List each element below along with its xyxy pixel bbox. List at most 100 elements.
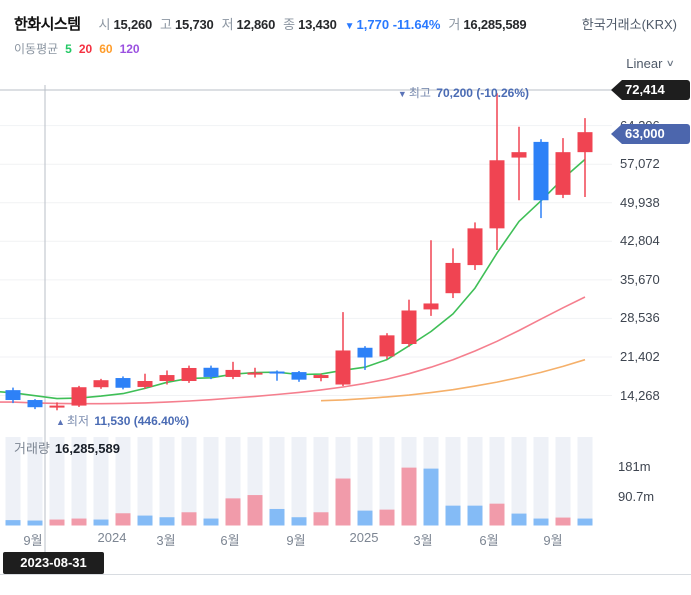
volume-stripe (269, 437, 285, 526)
high-annotation: ▼ 최고 70,200 (-10.26%) (397, 86, 529, 100)
volume-bar[interactable] (27, 520, 43, 526)
volume-label: 거래량 (14, 441, 50, 456)
volume-bar[interactable] (49, 519, 65, 526)
candle-body[interactable] (511, 152, 527, 158)
volume-stripe (555, 437, 571, 526)
candle-body[interactable] (445, 262, 461, 294)
volume-stripe (357, 437, 373, 526)
volume-stripe (489, 437, 505, 526)
volume-bar[interactable] (137, 515, 153, 526)
candle-body[interactable] (93, 380, 109, 388)
candle-body[interactable] (401, 310, 417, 344)
ma20-legend: 20 (78, 42, 93, 56)
ma-legend-label: 이동평균 (14, 42, 59, 56)
header: 한화시스템 시 15,260 고 15,730 저 12,860 종 13,430 ▼ 1… (14, 13, 527, 34)
volume-stripe (137, 437, 153, 526)
open-field: 시 15,260 (98, 17, 153, 32)
volume-stripe (577, 437, 593, 526)
volume-bar[interactable] (115, 513, 131, 526)
candle-body[interactable] (49, 405, 65, 408)
stock-title: 한화시스템 (14, 16, 81, 33)
ma-legend: 이동평균 5 20 60 120 (14, 40, 140, 57)
candle-body[interactable] (137, 381, 153, 387)
volume-field: 거 16,285,589 (448, 17, 527, 32)
crosshair-date-badge: 2023-08-31 (3, 552, 104, 574)
scale-selector[interactable]: Linear ∨ (626, 56, 676, 71)
ma20-line (0, 296, 586, 405)
candle-body[interactable] (159, 375, 175, 382)
volume-stripe (5, 437, 21, 526)
volume-bar[interactable] (577, 518, 593, 526)
volume-bar[interactable] (247, 495, 263, 526)
candle-body[interactable] (115, 378, 131, 388)
volume-bar[interactable] (291, 517, 307, 526)
volume-bar[interactable] (159, 517, 175, 526)
volume-stripe (27, 437, 43, 526)
low-marker-arrow-icon: ▲ (56, 417, 65, 427)
volume-header: 거래량 16,285,589 (14, 438, 120, 457)
candle-body[interactable] (379, 335, 395, 357)
down-arrow-icon: ▼ (344, 21, 355, 32)
volume-bar[interactable] (269, 508, 285, 526)
volume-bar[interactable] (181, 512, 197, 526)
volume-bar[interactable] (313, 512, 329, 526)
candle-body[interactable] (27, 400, 43, 408)
candle-body[interactable] (577, 132, 593, 153)
candle-body[interactable] (489, 160, 505, 229)
high-marker-arrow-icon: ▼ (397, 89, 407, 99)
volume-bar[interactable] (357, 510, 373, 526)
volume-bar[interactable] (335, 478, 351, 526)
low-annotation-value: 11,530 (446.40%) (94, 414, 190, 428)
chevron-down-icon: ∨ (666, 58, 676, 68)
exchange-label: 한국거래소(KRX) (581, 17, 677, 32)
volume-bar[interactable] (225, 498, 241, 526)
candle-body[interactable] (313, 375, 329, 379)
volume-stripe (533, 437, 549, 526)
candle-body[interactable] (555, 152, 571, 195)
candle-body[interactable] (335, 350, 351, 385)
volume-bar[interactable] (511, 513, 527, 526)
volume-stripe (445, 437, 461, 526)
volume-stripe (291, 437, 307, 526)
high-annotation-value: 70,200 (-10.26%) (436, 86, 529, 100)
candle-body[interactable] (203, 367, 219, 377)
volume-bar[interactable] (489, 503, 505, 526)
volume-bar[interactable] (379, 509, 395, 526)
volume-bar[interactable] (533, 518, 549, 526)
volume-bar[interactable] (423, 468, 439, 526)
volume-stripe (159, 437, 175, 526)
volume-bar[interactable] (401, 467, 417, 526)
candle-body[interactable] (467, 228, 483, 266)
crosshair-price-badge: 72,414 (611, 80, 690, 100)
volume-bar[interactable] (555, 517, 571, 526)
candle-body[interactable] (291, 372, 307, 380)
ma5-line (0, 158, 586, 400)
candle-body[interactable] (5, 390, 21, 401)
volume-stripe (93, 437, 109, 526)
volume-bar[interactable] (5, 520, 21, 526)
ma60-line (320, 358, 586, 402)
volume-bar[interactable] (445, 505, 461, 526)
candle-body[interactable] (357, 347, 373, 358)
volume-bar[interactable] (467, 505, 483, 526)
candle-body[interactable] (181, 367, 197, 382)
candle-body[interactable] (269, 371, 285, 374)
candle-body[interactable] (247, 372, 263, 375)
ma120-legend: 120 (119, 42, 140, 56)
candle-body[interactable] (533, 141, 549, 201)
volume-stripe (49, 437, 65, 526)
scale-selector-label: Linear (626, 56, 663, 71)
volume-bar[interactable] (93, 519, 109, 526)
low-field: 저 12,860 (221, 17, 276, 32)
low-annotation: ▲ 최저 11,530 (446.40%) (56, 414, 190, 428)
close-field: 종 13,430 (283, 17, 337, 32)
candle-body[interactable] (71, 387, 87, 406)
volume-bar[interactable] (203, 518, 219, 526)
candle-body[interactable] (423, 303, 439, 310)
bottom-divider (0, 574, 691, 575)
volume-stripe (181, 437, 197, 526)
volume-bar[interactable] (71, 518, 87, 526)
ma60-legend: 60 (99, 42, 113, 56)
candle-body[interactable] (225, 369, 241, 377)
